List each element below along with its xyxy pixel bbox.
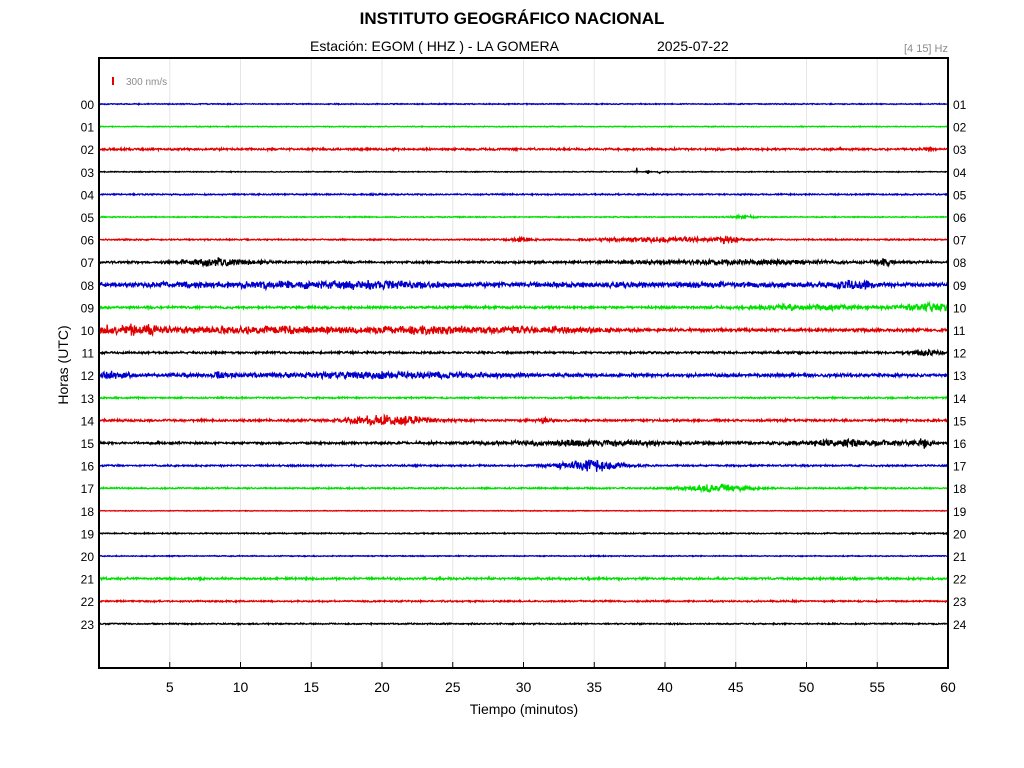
- hour-label-right: 12: [953, 347, 967, 361]
- hour-label-right: 21: [953, 550, 967, 564]
- hour-label-left: 04: [81, 188, 95, 202]
- hour-label-right: 22: [953, 573, 967, 587]
- hour-label-left: 14: [81, 414, 95, 428]
- x-tick-label: 45: [728, 679, 744, 695]
- trace-21: [98, 574, 949, 583]
- hour-label-right: 23: [953, 595, 967, 609]
- hour-label-left: 16: [81, 460, 95, 474]
- date-label: 2025-07-22: [657, 38, 729, 54]
- hour-label-right: 19: [953, 505, 967, 519]
- hour-label-left: 06: [81, 234, 95, 248]
- trace-13: [98, 394, 949, 401]
- hour-label-left: 15: [81, 437, 95, 451]
- hour-label-right: 07: [953, 234, 967, 248]
- trace-08: [98, 279, 949, 292]
- trace-17: [98, 483, 949, 494]
- hour-label-left: 20: [81, 550, 95, 564]
- hour-label-right: 04: [953, 166, 967, 180]
- hour-label-right: 08: [953, 256, 967, 270]
- hour-label-left: 11: [82, 347, 95, 361]
- hour-label-left: 18: [81, 505, 95, 519]
- trace-09: [98, 300, 948, 313]
- trace-06: [98, 234, 949, 245]
- hour-label-left: 00: [81, 98, 95, 112]
- x-axis-label: Tiempo (minutos): [470, 701, 578, 717]
- hour-label-right: 06: [953, 211, 967, 225]
- hour-label-left: 13: [81, 392, 95, 406]
- x-tick-label: 35: [586, 679, 602, 695]
- hour-label-right: 10: [953, 301, 967, 315]
- hour-label-right: 02: [953, 121, 967, 135]
- hour-label-left: 09: [81, 301, 95, 315]
- x-tick-label: 50: [799, 679, 815, 695]
- label-layer: 5 10 15 20 25 30 35 40 45 50 55 60 00 01 01 02 02 03 03 04 0…: [81, 98, 967, 695]
- trace-16: [98, 459, 948, 472]
- grid-layer: [169, 58, 878, 668]
- x-tick-label: 20: [374, 679, 390, 695]
- trace-10: [98, 323, 949, 337]
- trace-layer: [98, 102, 949, 627]
- hour-label-right: 14: [953, 392, 967, 406]
- hour-label-left: 19: [81, 527, 95, 541]
- hour-label-right: 16: [953, 437, 967, 451]
- hour-label-right: 01: [953, 98, 967, 112]
- hour-label-left: 17: [81, 482, 95, 496]
- hour-label-right: 18: [953, 482, 967, 496]
- hour-label-left: 23: [81, 618, 95, 632]
- trace-23: [98, 621, 948, 627]
- hour-label-right: 13: [953, 369, 967, 383]
- trace-01: [98, 124, 948, 129]
- x-tick-label: 55: [869, 679, 885, 695]
- filter-label: [4 15] Hz: [903, 43, 948, 55]
- scale-label: 300 nm/s: [126, 77, 167, 88]
- hour-label-right: 09: [953, 279, 967, 293]
- y-axis-label: Horas (UTC): [55, 325, 71, 404]
- trace-00: [98, 102, 948, 107]
- hour-label-right: 05: [953, 188, 967, 202]
- trace-07: [98, 257, 949, 268]
- x-tick-label: 60: [940, 679, 956, 695]
- trace-04: [98, 191, 948, 197]
- trace-18: [98, 509, 948, 513]
- station-label: Estación: EGOM ( HHZ ) - LA GOMERA: [310, 38, 559, 54]
- trace-11: [98, 348, 949, 357]
- trace-14: [98, 413, 949, 427]
- hour-label-right: 20: [953, 527, 967, 541]
- hour-label-left: 01: [81, 121, 95, 135]
- x-tick-label: 40: [657, 679, 673, 695]
- scale-bar: 300 nm/s: [112, 77, 167, 88]
- hour-label-left: 12: [81, 369, 95, 383]
- trace-15: [98, 437, 949, 449]
- trace-05: [98, 212, 948, 220]
- scale-mark: [112, 77, 114, 85]
- x-tick-label: 5: [166, 679, 174, 695]
- x-tick-label: 25: [445, 679, 461, 695]
- trace-03: [98, 167, 949, 175]
- hour-label-right: 17: [953, 460, 967, 474]
- trace-22: [98, 598, 949, 605]
- trace-02: [98, 145, 949, 153]
- trace-12: [98, 369, 949, 381]
- hour-label-right: 03: [953, 143, 967, 157]
- hour-label-left: 21: [81, 573, 95, 587]
- hour-label-right: 24: [953, 618, 967, 632]
- x-tick-label: 30: [516, 679, 532, 695]
- hour-label-left: 07: [81, 256, 95, 270]
- page-title: INSTITUTO GEOGRÁFICO NACIONAL: [359, 9, 665, 28]
- hour-label-left: 22: [81, 595, 95, 609]
- hour-label-right: 11: [953, 324, 966, 338]
- hour-label-left: 10: [81, 324, 95, 338]
- hour-label-right: 15: [953, 414, 967, 428]
- hour-label-left: 05: [81, 211, 95, 225]
- hour-label-left: 08: [81, 279, 95, 293]
- trace-19: [98, 531, 948, 536]
- trace-20: [98, 553, 949, 559]
- hour-label-left: 03: [81, 166, 95, 180]
- hour-label-left: 02: [81, 143, 95, 157]
- x-tick-label: 15: [303, 679, 319, 695]
- x-tick-label: 10: [233, 679, 249, 695]
